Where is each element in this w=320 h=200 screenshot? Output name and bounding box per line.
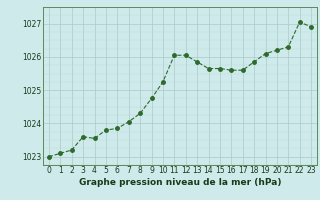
X-axis label: Graphe pression niveau de la mer (hPa): Graphe pression niveau de la mer (hPa)	[79, 178, 281, 187]
